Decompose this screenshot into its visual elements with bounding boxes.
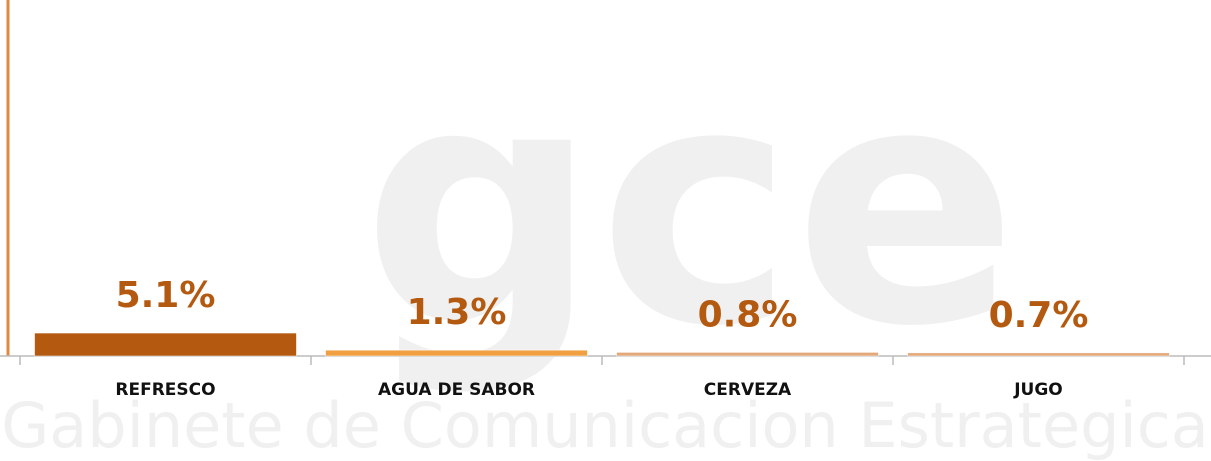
- bar: [907, 352, 1170, 357]
- bar: [325, 349, 588, 357]
- value-label: 1.3%: [407, 292, 507, 333]
- bar: [34, 332, 297, 357]
- watermark: gce: [362, 14, 1018, 398]
- bar: [616, 352, 879, 357]
- watermark-subtitle: Gabinete de Comunicacion Estrategica: [1, 389, 1209, 461]
- category-label: CERVEZA: [704, 380, 792, 400]
- category-label: JUGO: [1013, 380, 1063, 400]
- value-label: 0.7%: [989, 295, 1089, 336]
- value-label: 0.8%: [698, 294, 798, 335]
- category-label: AGUA DE SABOR: [378, 380, 535, 400]
- value-label: 5.1%: [116, 275, 216, 316]
- category-label: REFRESCO: [115, 380, 215, 400]
